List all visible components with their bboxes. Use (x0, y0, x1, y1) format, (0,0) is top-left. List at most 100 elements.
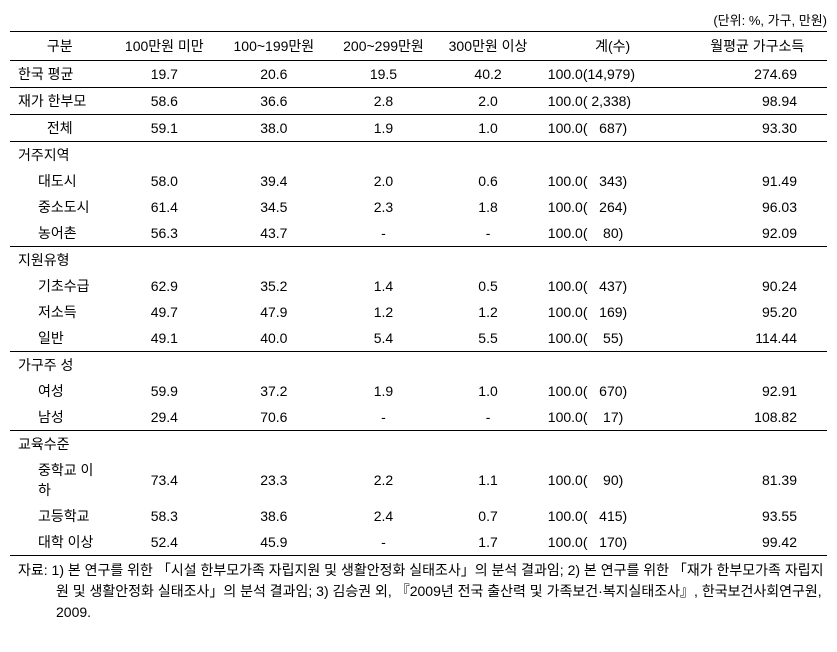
row-label: 재가 한부모 (10, 88, 110, 115)
row-label: 전체 (10, 115, 110, 142)
cell-value: - (329, 404, 439, 431)
header-col1: 100만원 미만 (110, 32, 219, 61)
table-row: 여성59.937.21.91.0100.0( 670)92.91 (10, 378, 827, 404)
cell-value: 5.5 (438, 325, 538, 352)
cell-value: 1.7 (438, 529, 538, 556)
cell-count: 100.0( 90) (538, 457, 688, 503)
header-col5: 계(수) (538, 32, 688, 61)
cell-value: 1.0 (438, 378, 538, 404)
footnote: 자료: 1) 본 연구를 위한 「시설 한부모가족 자립지원 및 생활안정화 실… (48, 560, 827, 623)
unit-label: (단위: %, 가구, 만원) (10, 10, 827, 29)
cell-count: 100.0( 415) (538, 503, 688, 529)
cell-count: 100.0( 670) (538, 378, 688, 404)
cell-value: 58.6 (110, 88, 219, 115)
cell-count: 100.0( 264) (538, 194, 688, 220)
cell-value: 40.0 (219, 325, 329, 352)
cell-value: - (438, 220, 538, 247)
table-row: 일반49.140.05.45.5100.0( 55)114.44 (10, 325, 827, 352)
cell-value: 1.9 (329, 378, 439, 404)
row-label: 중소도시 (10, 194, 110, 220)
table-row: 거주지역 (10, 142, 827, 169)
section-label: 거주지역 (10, 142, 827, 169)
cell-count: 100.0( 80) (538, 220, 688, 247)
table-row: 전체59.138.01.91.0100.0( 687)93.30 (10, 115, 827, 142)
table-row: 대도시58.039.42.00.6100.0( 343)91.49 (10, 168, 827, 194)
cell-value: 23.3 (219, 457, 329, 503)
cell-value: 1.9 (329, 115, 439, 142)
cell-value: 39.4 (219, 168, 329, 194)
cell-income: 81.39 (687, 457, 827, 503)
cell-income: 108.82 (687, 404, 827, 431)
table-row: 교육수준 (10, 431, 827, 458)
cell-value: 47.9 (219, 299, 329, 325)
cell-value: 49.1 (110, 325, 219, 352)
section-label: 지원유형 (10, 247, 827, 274)
table-row: 중소도시61.434.52.31.8100.0( 264)96.03 (10, 194, 827, 220)
cell-value: 0.6 (438, 168, 538, 194)
cell-count: 100.0( 687) (538, 115, 688, 142)
cell-value: - (329, 529, 439, 556)
cell-value: 19.7 (110, 61, 219, 88)
cell-count: 100.0(14,979) (538, 61, 688, 88)
cell-value: 45.9 (219, 529, 329, 556)
row-label: 대도시 (10, 168, 110, 194)
table-row: 남성29.470.6--100.0( 17)108.82 (10, 404, 827, 431)
row-label: 기초수급 (10, 273, 110, 299)
header-col2: 100~199만원 (219, 32, 329, 61)
cell-value: 38.6 (219, 503, 329, 529)
cell-value: 2.0 (438, 88, 538, 115)
cell-count: 100.0( 437) (538, 273, 688, 299)
header-row: 구분 100만원 미만 100~199만원 200~299만원 300만원 이상… (10, 32, 827, 61)
cell-value: 36.6 (219, 88, 329, 115)
cell-value: 1.1 (438, 457, 538, 503)
cell-value: 70.6 (219, 404, 329, 431)
header-col4: 300만원 이상 (438, 32, 538, 61)
cell-value: 59.9 (110, 378, 219, 404)
cell-value: 58.3 (110, 503, 219, 529)
table-row: 재가 한부모58.636.62.82.0100.0( 2,338)98.94 (10, 88, 827, 115)
table-row: 가구주 성 (10, 352, 827, 379)
cell-value: 49.7 (110, 299, 219, 325)
table-row: 한국 평균19.720.619.540.2100.0(14,979)274.69 (10, 61, 827, 88)
cell-value: 2.4 (329, 503, 439, 529)
cell-value: 2.3 (329, 194, 439, 220)
cell-count: 100.0( 2,338) (538, 88, 688, 115)
row-label: 중학교 이하 (10, 457, 110, 503)
cell-value: 2.8 (329, 88, 439, 115)
cell-value: 40.2 (438, 61, 538, 88)
header-col3: 200~299만원 (329, 32, 439, 61)
section-label: 가구주 성 (10, 352, 827, 379)
cell-value: 73.4 (110, 457, 219, 503)
cell-value: 1.2 (329, 299, 439, 325)
cell-income: 274.69 (687, 61, 827, 88)
cell-value: 20.6 (219, 61, 329, 88)
cell-value: 35.2 (219, 273, 329, 299)
row-label: 대학 이상 (10, 529, 110, 556)
income-table: 구분 100만원 미만 100~199만원 200~299만원 300만원 이상… (10, 31, 827, 556)
cell-value: 38.0 (219, 115, 329, 142)
cell-value: 37.2 (219, 378, 329, 404)
cell-income: 99.42 (687, 529, 827, 556)
table-row: 저소득49.747.91.21.2100.0( 169)95.20 (10, 299, 827, 325)
header-col6: 월평균 가구소득 (687, 32, 827, 61)
table-row: 고등학교58.338.62.40.7100.0( 415)93.55 (10, 503, 827, 529)
cell-value: 34.5 (219, 194, 329, 220)
cell-value: 59.1 (110, 115, 219, 142)
cell-income: 92.09 (687, 220, 827, 247)
cell-income: 114.44 (687, 325, 827, 352)
cell-value: 29.4 (110, 404, 219, 431)
cell-value: 5.4 (329, 325, 439, 352)
cell-income: 96.03 (687, 194, 827, 220)
row-label: 한국 평균 (10, 61, 110, 88)
cell-count: 100.0( 55) (538, 325, 688, 352)
cell-value: 61.4 (110, 194, 219, 220)
table-row: 기초수급62.935.21.40.5100.0( 437)90.24 (10, 273, 827, 299)
row-label: 저소득 (10, 299, 110, 325)
cell-count: 100.0( 17) (538, 404, 688, 431)
cell-value: - (329, 220, 439, 247)
cell-income: 90.24 (687, 273, 827, 299)
row-label: 여성 (10, 378, 110, 404)
cell-income: 92.91 (687, 378, 827, 404)
row-label: 농어촌 (10, 220, 110, 247)
section-label: 교육수준 (10, 431, 827, 458)
